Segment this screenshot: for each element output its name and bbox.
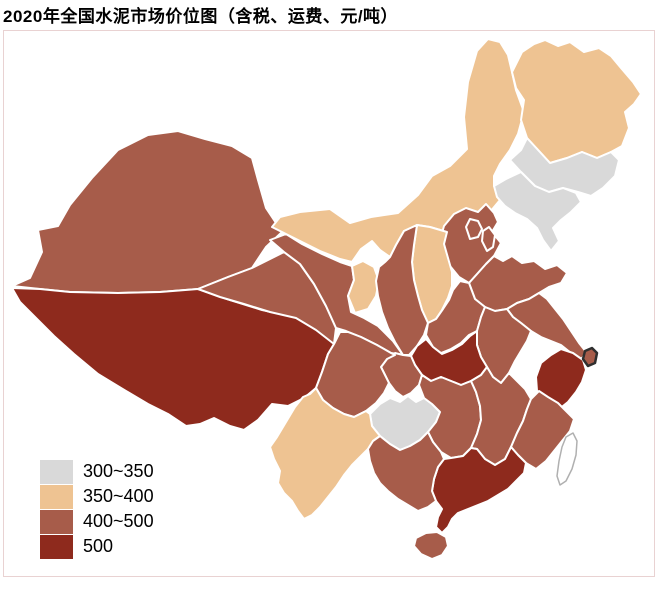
province-xinjiang — [11, 130, 283, 294]
legend-swatch — [40, 534, 73, 559]
province-shanghai — [581, 346, 599, 368]
province-ningxia — [347, 260, 380, 314]
legend-swatch — [40, 484, 73, 509]
province-neimenggu — [271, 38, 525, 263]
province-yunnan — [269, 387, 381, 520]
province-fujian — [510, 390, 575, 470]
province-beijing — [465, 218, 483, 240]
province-guangxi — [367, 431, 445, 512]
legend-label: 300~350 — [83, 461, 154, 481]
legend-row: 350~400 — [40, 484, 154, 509]
province-gansu — [269, 233, 404, 356]
province-guangdong — [431, 446, 527, 534]
legend-swatch — [40, 509, 73, 534]
province-hainan — [413, 531, 449, 560]
province-tianjin — [481, 226, 496, 252]
legend-label: 400~500 — [83, 511, 154, 531]
legend-row: 300~350 — [40, 459, 154, 484]
legend-row: 500 — [40, 534, 154, 559]
legend-swatch — [40, 459, 73, 484]
legend-row: 400~500 — [40, 509, 154, 534]
legend-label: 350~400 — [83, 486, 154, 506]
legend: 300~350 350~400 400~500 500 — [40, 459, 154, 559]
legend-label: 500 — [83, 536, 114, 556]
province-shaanxi — [375, 224, 429, 356]
page-title: 2020年全国水泥市场价位图（含税、运费、元/吨） — [3, 7, 399, 26]
province-liaoning — [493, 171, 582, 252]
province-taiwan — [556, 432, 578, 486]
